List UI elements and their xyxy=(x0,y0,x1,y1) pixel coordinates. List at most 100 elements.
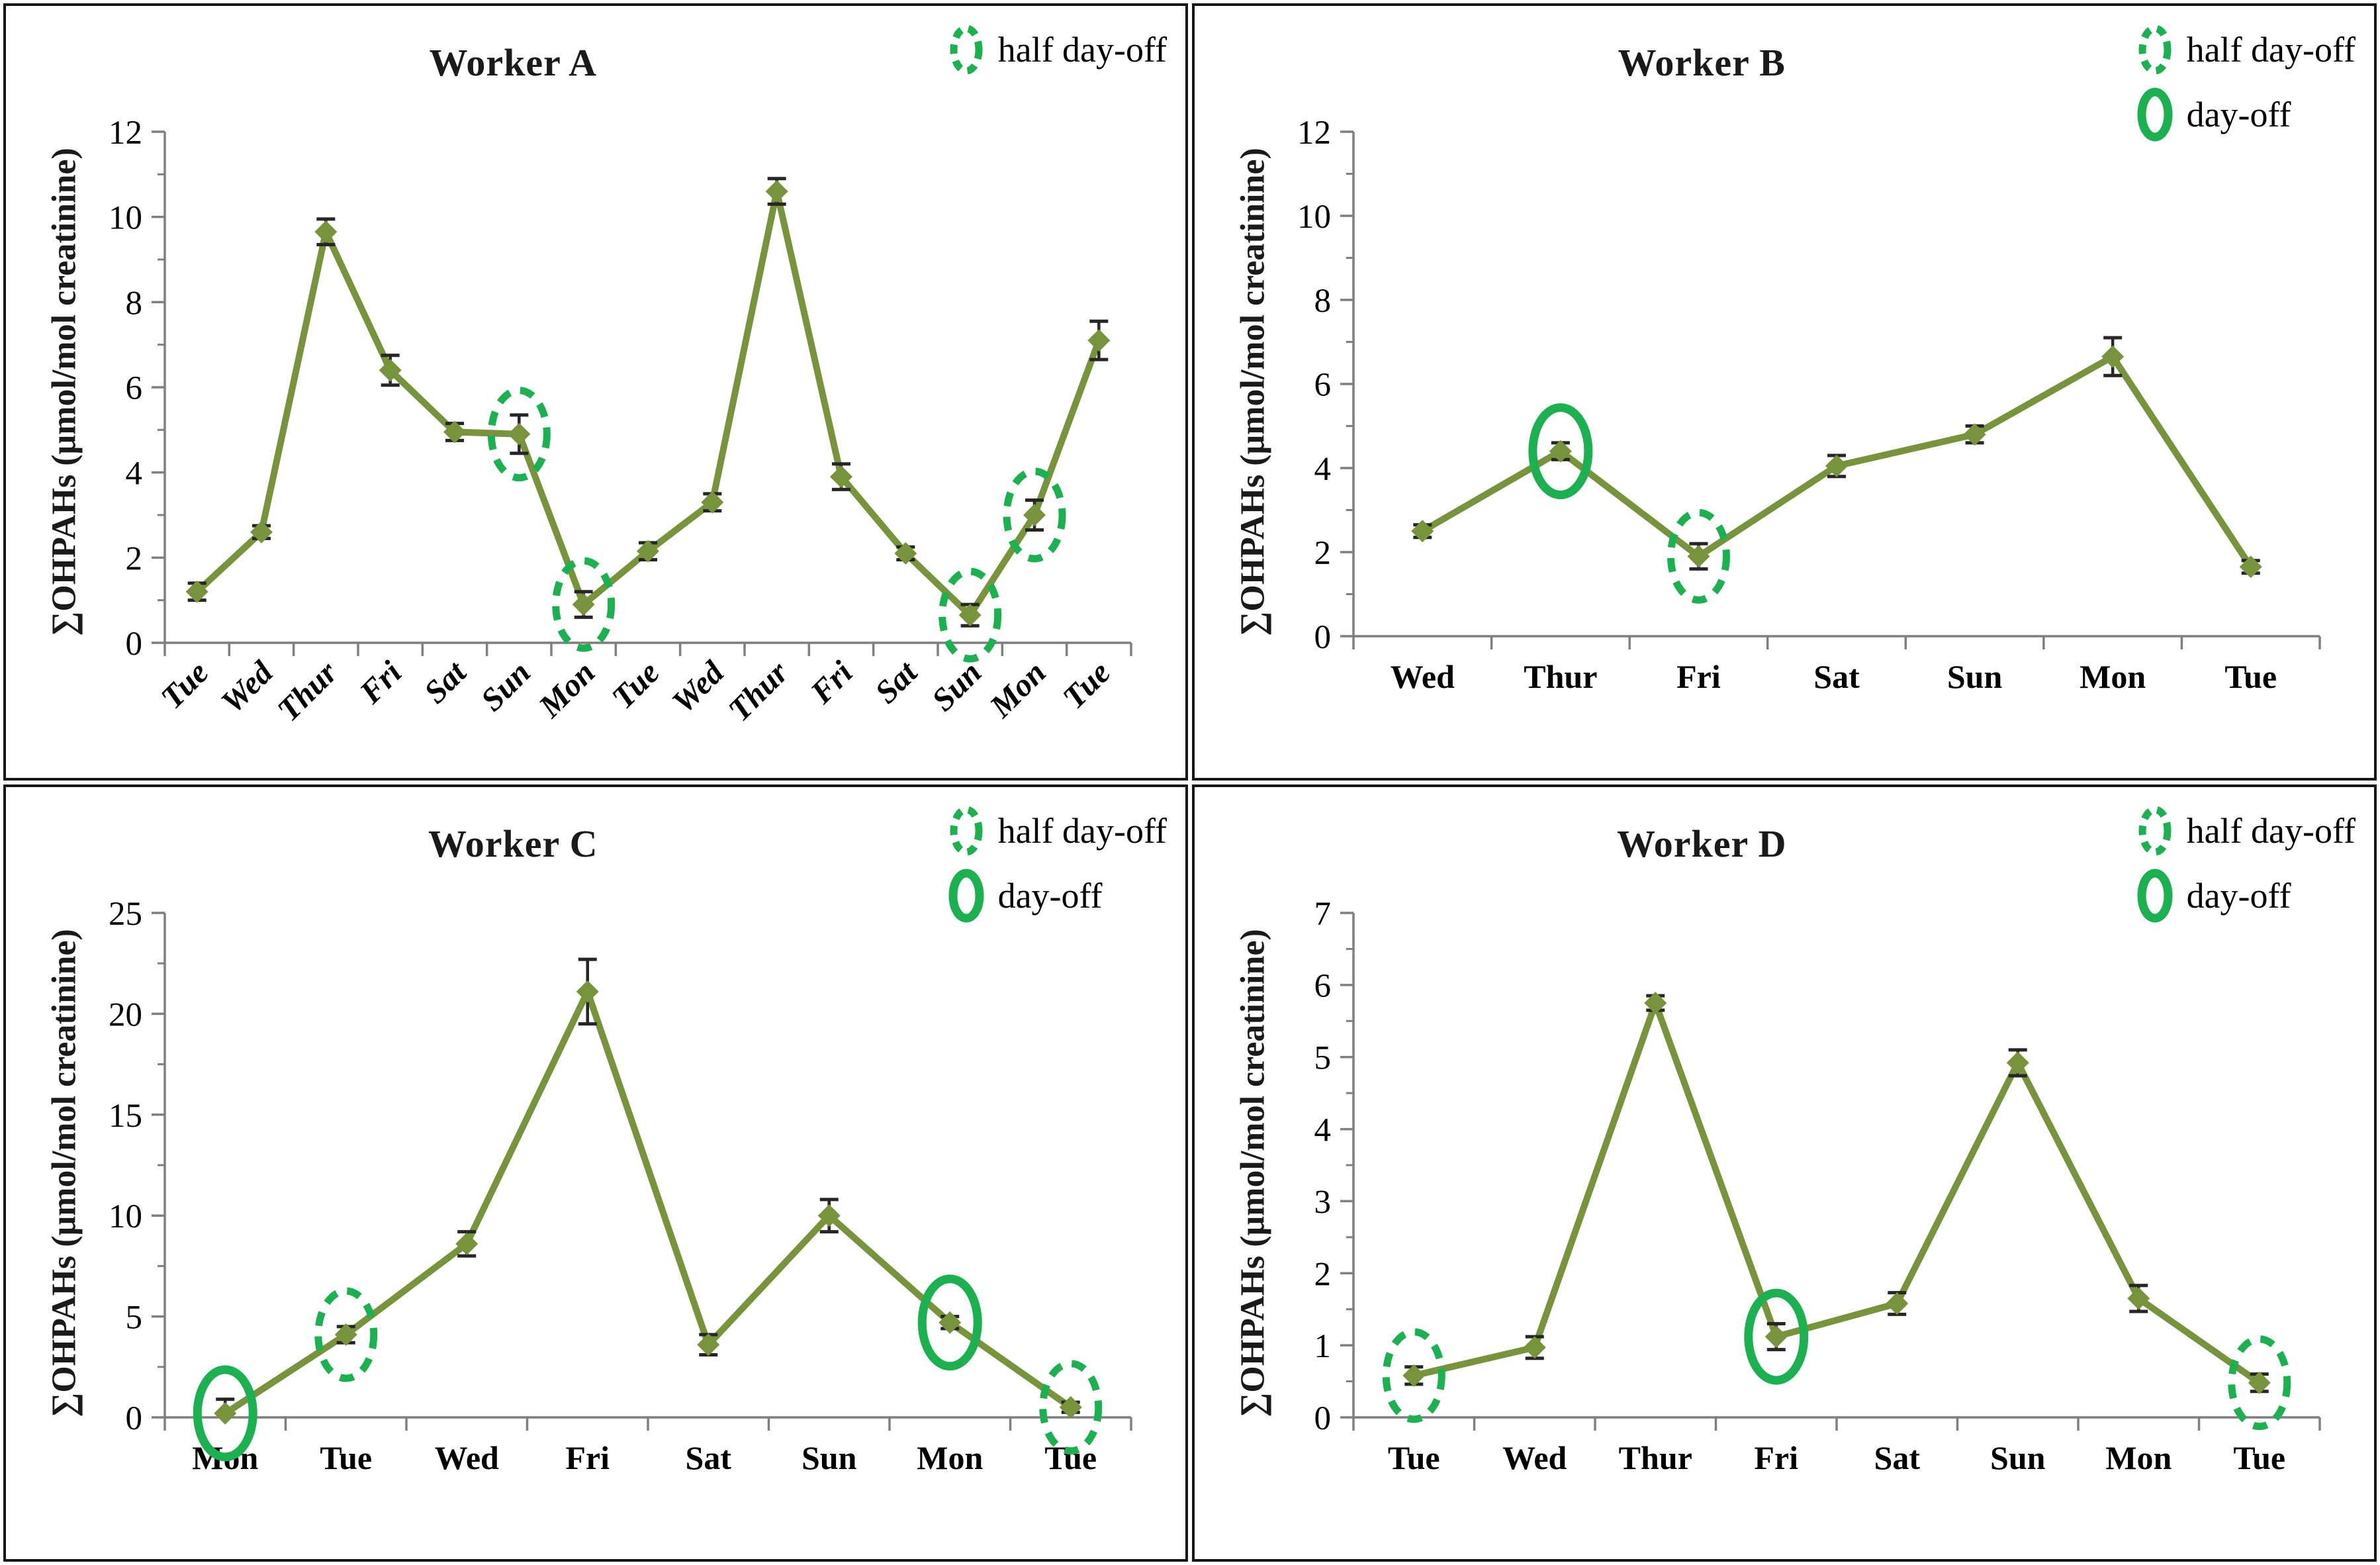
x-axis-ticks xyxy=(163,643,1132,656)
y-tick-label: 0 xyxy=(126,626,143,663)
x-tick-label: Wed xyxy=(435,1439,499,1476)
y-tick-label: 0 xyxy=(126,1400,143,1437)
axes: 0 2 4 6 8 10 12 xyxy=(109,115,1132,663)
y-axis-title: ∑OHPAHs (μmol/mol creatinine) xyxy=(45,148,83,636)
data-point-marker xyxy=(576,980,599,1003)
data-point-marker xyxy=(1402,1364,1426,1387)
legend-label: half day-off xyxy=(997,30,1167,70)
y-tick-label: 4 xyxy=(1314,1112,1332,1149)
y-axis-title: ∑OHPAHs (μmol/mol creatinine) xyxy=(1234,929,1272,1417)
chart-title: Worker C xyxy=(428,822,598,865)
series-line xyxy=(222,988,1074,1417)
x-tick-label: Mon xyxy=(2080,658,2146,695)
x-tick-label: Tue xyxy=(154,654,215,716)
data-point-marker xyxy=(894,542,917,565)
chart-title: Worker B xyxy=(1618,41,1786,84)
x-tick-label: Wed xyxy=(1502,1439,1567,1476)
half-day-off-icon xyxy=(950,806,983,856)
data-point-marker xyxy=(817,1204,841,1227)
x-tick-label: Tue xyxy=(320,1439,372,1476)
data-point-marker xyxy=(214,1401,237,1425)
y-axis-title: ∑OHPAHs (μmol/mol creatinine) xyxy=(45,929,83,1417)
y-axis-ticks: 0 5 10 15 20 25 xyxy=(109,896,165,1437)
x-tick-label: Mon xyxy=(2105,1439,2172,1476)
legend-label: half day-off xyxy=(997,811,1167,851)
data-point-marker xyxy=(455,1232,479,1255)
data-point-marker xyxy=(2006,1051,2029,1074)
x-tick-label: Sat xyxy=(417,653,474,710)
data-point-marker xyxy=(508,422,531,446)
y-tick-label: 2 xyxy=(126,540,143,577)
x-axis-labels: Wed Thur Fri Sat Sun Mon Tue xyxy=(1391,658,2277,695)
axes: 0 1 2 3 4 5 6 7 xyxy=(1314,896,2321,1437)
legend-item: half day-off xyxy=(948,21,1167,79)
y-tick-label: 5 xyxy=(1314,1040,1332,1077)
y-tick-label: 0 xyxy=(1314,619,1332,656)
x-tick-label: Fri xyxy=(352,654,409,711)
worker-d-line-chart: 0 1 2 3 4 5 6 7 Tue Wed Thur Fri Sat Sun Mon Tue xyxy=(1314,896,2321,1476)
x-tick-label: Tue xyxy=(604,654,666,716)
annotations xyxy=(487,387,1066,663)
legend-label: day-off xyxy=(2186,876,2291,916)
x-axis-ticks xyxy=(1352,1417,2321,1431)
data-point-marker xyxy=(314,220,338,244)
y-tick-label: 10 xyxy=(109,1198,142,1235)
x-axis-ticks xyxy=(163,1417,1132,1431)
data-point-marker xyxy=(2101,345,2125,368)
y-tick-label: 1 xyxy=(1314,1328,1332,1365)
x-tick-label: Sun xyxy=(1947,658,2003,695)
legend: half day-off day-off xyxy=(2136,802,2356,925)
worker-b-line-chart: 0 2 4 6 8 10 12 Wed Thur Fri Sat Sun Mon Tue xyxy=(1297,115,2321,695)
x-tick-label: Wed xyxy=(1391,658,1455,695)
data-point-marker xyxy=(572,593,595,616)
day-off-icon xyxy=(948,869,984,923)
data-point-marker xyxy=(1059,1396,1082,1419)
y-axis-ticks: 0 1 2 3 4 5 6 7 xyxy=(1314,896,1353,1437)
day-off-annotation xyxy=(917,1274,982,1371)
legend-label: half day-off xyxy=(2186,811,2356,851)
x-tick-label: Sun xyxy=(1990,1439,2046,1476)
axes: 0 5 10 15 20 25 xyxy=(109,896,1132,1437)
x-tick-label: Sat xyxy=(1813,658,1860,695)
y-tick-label: 12 xyxy=(1297,115,1331,152)
worker-a-panel: 0 2 4 6 8 10 12 Tue Wed Thur Fri Sat Sun Mon Tue Wed Thu… xyxy=(3,3,1188,781)
y-tick-label: 10 xyxy=(109,200,142,237)
worker-b-panel: 0 2 4 6 8 10 12 Wed Thur Fri Sat Sun Mon Tue Worker B… xyxy=(1192,3,2377,781)
worker-d-panel: 0 1 2 3 4 5 6 7 Tue Wed Thur Fri Sat Sun Mon Tue Worker… xyxy=(1192,784,2377,1562)
data-point-marker xyxy=(830,465,852,489)
half-day-off-annotation xyxy=(1039,1360,1103,1455)
chart-title: Worker A xyxy=(429,41,597,84)
half-day-off-annotation xyxy=(2228,1335,2291,1431)
x-tick-label: Wed xyxy=(664,653,731,720)
legend-label: day-off xyxy=(997,876,1103,916)
half-day-off-annotation xyxy=(552,557,616,652)
day-off-annotation xyxy=(193,1365,257,1462)
data-point-marker xyxy=(1825,454,1848,477)
x-tick-label: Sat xyxy=(686,1439,732,1476)
y-tick-label: 25 xyxy=(109,896,142,933)
x-tick-label: Thur xyxy=(270,653,345,728)
legend-item: day-off xyxy=(2136,867,2291,925)
x-tick-label: Mon xyxy=(982,654,1053,725)
y-tick-label: 6 xyxy=(1314,367,1332,404)
data-point-marker xyxy=(958,604,982,627)
data-markers xyxy=(214,980,1082,1425)
legend: half day-off xyxy=(948,21,1167,79)
x-tick-label: Sat xyxy=(1874,1439,1921,1476)
data-point-marker xyxy=(1411,520,1434,543)
x-axis-labels: Mon Tue Wed Fri Sat Sun Mon Tue xyxy=(192,1439,1097,1476)
data-markers xyxy=(1411,345,2262,579)
x-tick-label: Fri xyxy=(1754,1439,1798,1476)
data-point-marker xyxy=(1549,440,1572,463)
legend-label: day-off xyxy=(2186,95,2291,134)
data-point-marker xyxy=(2127,1287,2150,1310)
data-point-marker xyxy=(1644,992,1667,1015)
data-point-marker xyxy=(2239,555,2262,579)
y-axis-title: ∑OHPAHs (μmol/mol creatinine) xyxy=(1234,148,1272,636)
y-tick-label: 5 xyxy=(126,1300,143,1337)
y-tick-label: 10 xyxy=(1297,199,1331,236)
data-point-marker xyxy=(185,580,208,603)
half-day-off-annotation xyxy=(314,1287,378,1382)
data-point-marker xyxy=(1087,329,1111,352)
